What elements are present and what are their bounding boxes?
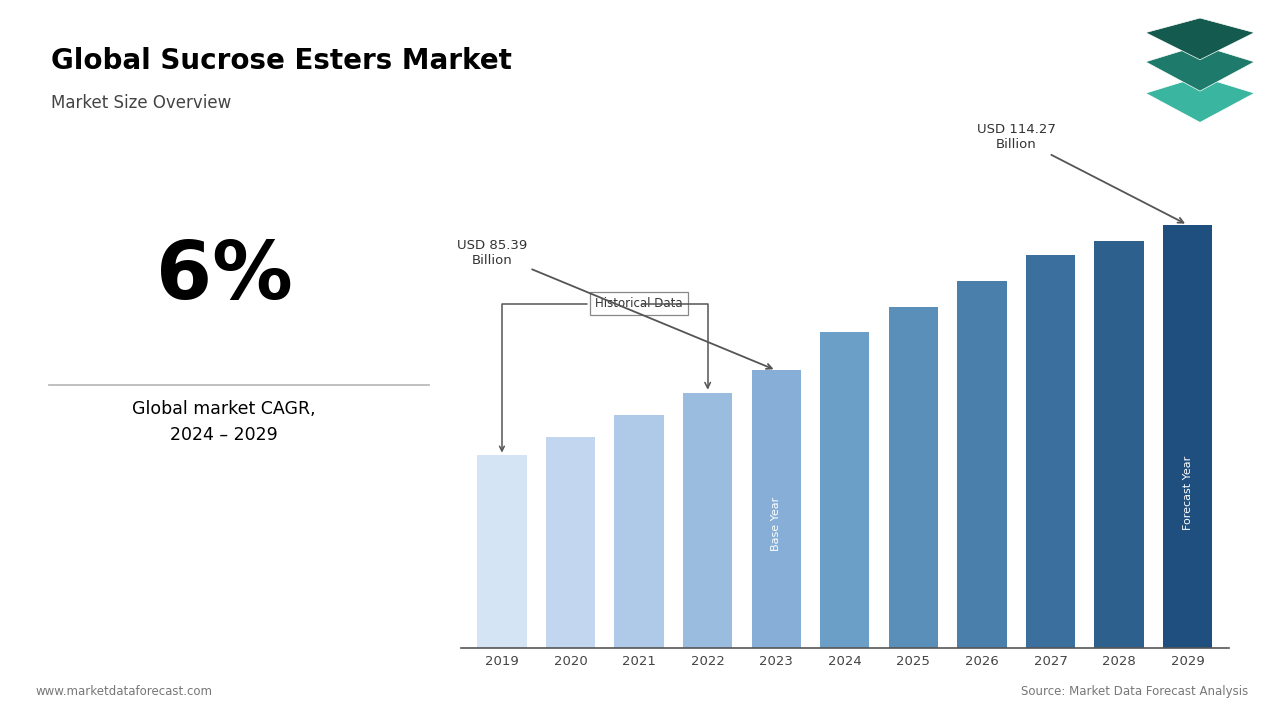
Bar xyxy=(1164,225,1212,648)
Text: www.marketdataforecast.com: www.marketdataforecast.com xyxy=(36,685,212,698)
Bar xyxy=(751,370,801,648)
Text: USD 85.39
Billion: USD 85.39 Billion xyxy=(457,238,772,369)
Text: 6%: 6% xyxy=(156,238,292,316)
Bar xyxy=(957,282,1006,648)
Bar xyxy=(820,332,869,648)
Text: Source: Market Data Forecast Analysis: Source: Market Data Forecast Analysis xyxy=(1020,685,1248,698)
Text: Global Sucrose Esters Market: Global Sucrose Esters Market xyxy=(51,47,512,75)
Bar xyxy=(1094,240,1144,648)
Text: Historical Data: Historical Data xyxy=(499,297,684,451)
Text: Global market CAGR,
2024 – 2029: Global market CAGR, 2024 – 2029 xyxy=(132,400,316,444)
Bar xyxy=(545,437,595,648)
Polygon shape xyxy=(1146,18,1254,60)
Bar xyxy=(888,307,938,648)
Bar xyxy=(684,392,732,648)
Bar xyxy=(614,415,664,648)
Bar xyxy=(1025,256,1075,648)
Polygon shape xyxy=(1146,76,1254,122)
Text: Market Size Overview: Market Size Overview xyxy=(51,94,232,112)
Text: Forecast Year: Forecast Year xyxy=(1183,455,1193,529)
Text: USD 114.27
Billion: USD 114.27 Billion xyxy=(977,123,1184,222)
Text: Base Year: Base Year xyxy=(772,497,781,551)
Bar xyxy=(477,456,526,648)
Polygon shape xyxy=(1146,45,1254,91)
